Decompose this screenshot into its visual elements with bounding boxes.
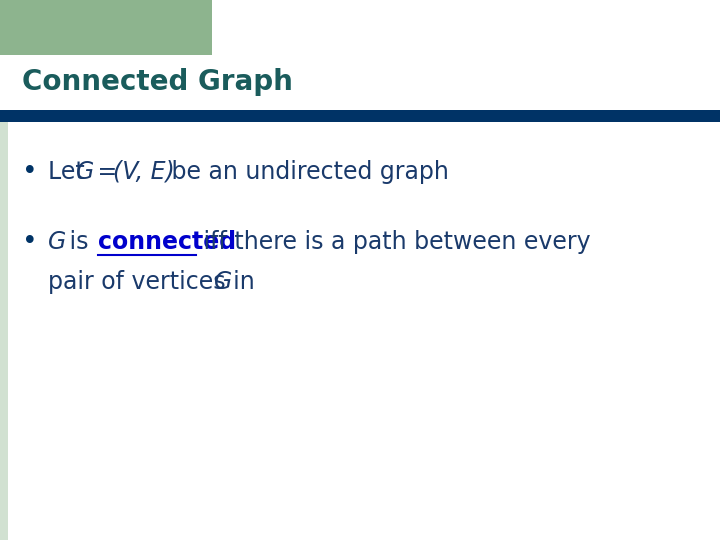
Text: =: = [90,160,125,184]
Text: iff there is a path between every: iff there is a path between every [196,230,590,254]
Bar [0,110,720,122]
Text: pair of vertices in: pair of vertices in [48,270,262,294]
Text: G: G [214,270,233,294]
Text: is: is [62,230,96,254]
Text: (V, E): (V, E) [113,160,175,184]
Text: Connected Graph: Connected Graph [22,69,293,97]
Bar [0,122,8,540]
Bar [0,0,212,55]
Text: •: • [22,229,37,255]
Text: G: G [48,230,66,254]
Text: G: G [76,160,94,184]
Text: be an undirected graph: be an undirected graph [164,160,449,184]
Text: •: • [22,159,37,185]
Text: connected: connected [98,230,236,254]
Bar [0,55,720,110]
Text: Let: Let [48,160,92,184]
